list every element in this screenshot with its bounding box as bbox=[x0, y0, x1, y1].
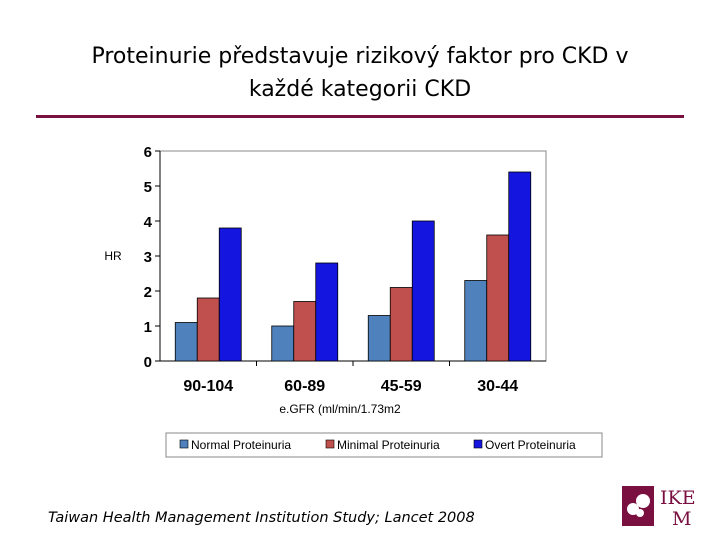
bar bbox=[271, 325, 295, 362]
bar bbox=[411, 220, 435, 362]
legend-swatch bbox=[325, 439, 335, 449]
bar bbox=[389, 287, 413, 362]
bar bbox=[196, 297, 220, 362]
slide-title-line-2: každé kategorii CKD bbox=[248, 77, 472, 102]
bar bbox=[486, 234, 510, 362]
legend-box bbox=[165, 432, 603, 458]
legend-swatch bbox=[473, 439, 483, 449]
y-tick-label: 3 bbox=[144, 249, 152, 266]
x-tick-label: 30-44 bbox=[477, 378, 518, 395]
bar bbox=[464, 280, 488, 362]
svg-text:M: M bbox=[672, 508, 691, 528]
slide-title: Proteinurie představuje rizikový faktor … bbox=[40, 40, 680, 106]
y-tick-label: 0 bbox=[144, 354, 152, 371]
bar bbox=[174, 322, 198, 362]
y-tick-label: 1 bbox=[144, 319, 152, 336]
legend-label: Normal Proteinuria bbox=[191, 438, 291, 452]
y-tick-label: 6 bbox=[144, 144, 152, 161]
y-tick-label: 4 bbox=[144, 214, 153, 231]
slide-title-line-1: Proteinurie představuje rizikový faktor … bbox=[91, 44, 629, 69]
legend-label: Overt Proteinuria bbox=[485, 438, 576, 452]
x-tick-label: 90-104 bbox=[183, 378, 233, 395]
bar bbox=[367, 315, 391, 362]
ikem-logo: IKE M bbox=[622, 486, 696, 528]
y-tick-label: 5 bbox=[144, 179, 152, 196]
title-divider bbox=[36, 115, 684, 118]
y-tick-label: 2 bbox=[144, 284, 152, 301]
bar bbox=[293, 301, 317, 362]
bar bbox=[508, 171, 532, 362]
x-axis-label: e.GFR (ml/min/1.73m2 bbox=[279, 402, 401, 416]
legend-swatch bbox=[179, 439, 189, 449]
bar bbox=[315, 262, 339, 362]
legend-label: Minimal Proteinuria bbox=[337, 438, 440, 452]
bar bbox=[218, 227, 242, 362]
y-axis-label: HR bbox=[104, 249, 122, 263]
source-citation: Taiwan Health Management Institution Stu… bbox=[48, 510, 475, 526]
x-tick-label: 45-59 bbox=[381, 378, 422, 395]
x-tick-label: 60-89 bbox=[284, 378, 325, 395]
svg-text:IKE: IKE bbox=[660, 487, 696, 509]
